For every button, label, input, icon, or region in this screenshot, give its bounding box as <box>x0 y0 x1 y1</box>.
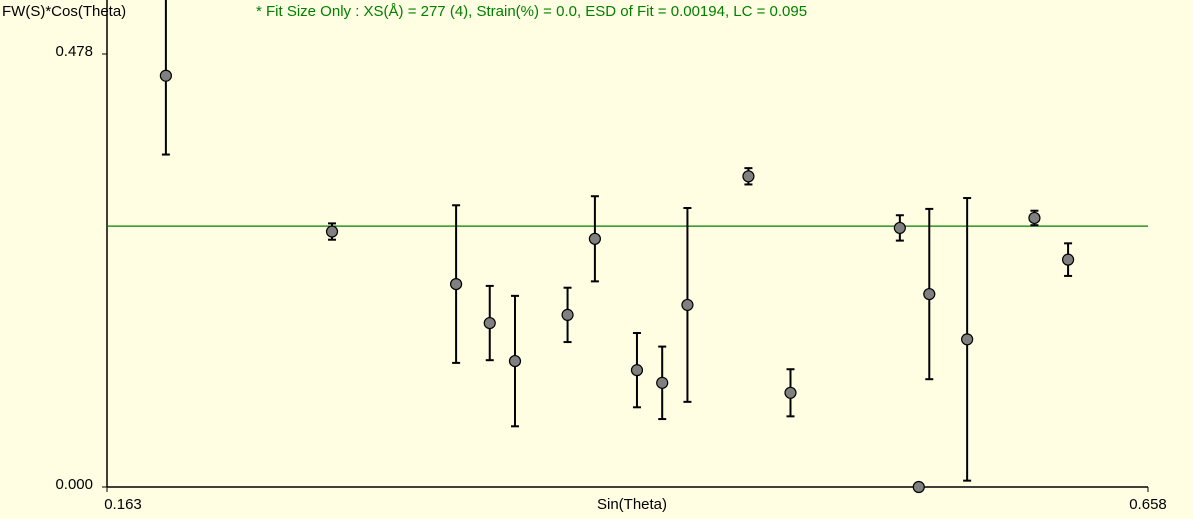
point <box>742 170 755 183</box>
point <box>912 480 925 494</box>
y-tick-label: 0.000 <box>55 476 93 493</box>
point <box>1061 253 1075 266</box>
point <box>159 69 172 82</box>
x-axis-label: Sin(Theta) <box>597 496 667 513</box>
point <box>893 221 906 235</box>
point <box>923 287 936 301</box>
y-tick-label: 0.478 <box>55 43 93 60</box>
point <box>325 225 339 238</box>
point <box>508 354 522 368</box>
point <box>450 277 463 291</box>
point <box>483 316 496 330</box>
point <box>656 376 669 389</box>
x-tick-label: 0.658 <box>1129 496 1167 513</box>
point <box>561 308 574 321</box>
point <box>784 386 797 399</box>
point <box>588 232 602 245</box>
y-axis-label: FW(S)*Cos(Theta) <box>2 3 126 20</box>
point <box>630 364 644 377</box>
point <box>1028 211 1041 225</box>
point <box>681 298 694 312</box>
point <box>961 333 974 346</box>
x-tick-label: 0.163 <box>104 496 142 513</box>
annotation: * Fit Size Only : XS(Å) = 277 (4), Strai… <box>256 3 807 20</box>
